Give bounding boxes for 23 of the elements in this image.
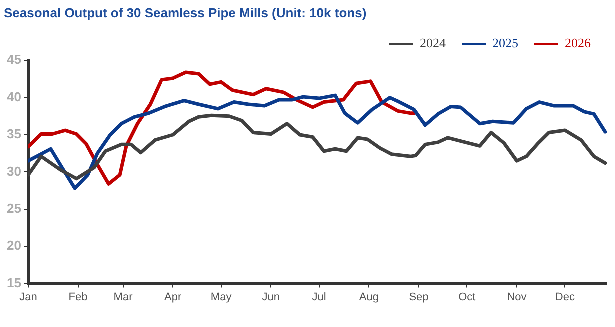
y-tick-label: 40	[6, 89, 22, 104]
x-tick-label: Apr	[164, 291, 182, 304]
x-tick-label: Mar	[114, 291, 134, 304]
y-tick-label: 20	[6, 238, 22, 254]
legend-label: 2025	[492, 36, 518, 51]
y-tick-label: 45	[6, 52, 22, 68]
y-tick-label: 15	[6, 275, 22, 290]
x-tick-label: Jul	[312, 291, 326, 304]
legend-label: 2024	[420, 36, 446, 51]
x-tick-label: Oct	[458, 291, 476, 304]
chart-title: Seasonal Output of 30 Seamless Pipe Mills (Unit: 10k tons)	[4, 5, 367, 20]
x-tick-label: Sep	[409, 291, 429, 304]
y-tick-label: 25	[6, 200, 22, 216]
y-tick-label: 35	[6, 126, 22, 142]
x-tick-label: Feb	[68, 291, 88, 304]
x-tick-label: May	[210, 291, 232, 304]
y-tick-label: 30	[6, 164, 22, 179]
x-tick-label: Jan	[20, 291, 38, 304]
legend-label: 2026	[565, 36, 592, 51]
x-tick-label: Aug	[359, 291, 379, 304]
x-tick-label: Dec	[555, 291, 576, 304]
x-tick-label: Jun	[262, 291, 280, 304]
x-tick-label: Nov	[507, 291, 528, 304]
